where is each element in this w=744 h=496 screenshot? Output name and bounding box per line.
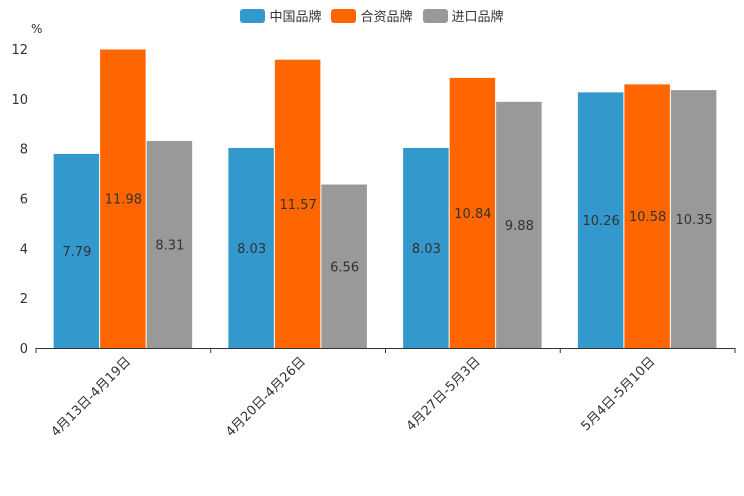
bar	[321, 184, 367, 348]
legend-swatch	[422, 8, 448, 23]
x-tick-label: 5月4日-5月10日	[579, 354, 659, 434]
data-label: 11.57	[280, 198, 317, 213]
legend-item[interactable]: 合资品牌	[331, 6, 413, 25]
data-label: 11.98	[105, 193, 142, 208]
bar	[670, 90, 717, 349]
bar	[496, 101, 542, 348]
legend-swatch	[331, 8, 357, 23]
legend-label: 合资品牌	[360, 10, 413, 25]
y-axis-unit: %	[31, 22, 42, 36]
legend-label: 中国品牌	[269, 10, 322, 25]
y-tick-label: 12	[11, 43, 28, 58]
data-label: 8.03	[237, 242, 266, 257]
bar	[228, 147, 274, 348]
y-tick-label: 0	[20, 342, 28, 357]
x-tick-label: 4月27日-5月3日	[404, 354, 484, 434]
bar	[274, 59, 321, 348]
data-label: 8.31	[155, 238, 184, 253]
y-tick-label: 6	[20, 193, 28, 208]
y-tick-label: 10	[11, 93, 28, 108]
data-label: 9.88	[505, 219, 534, 234]
data-label: 10.58	[629, 210, 666, 225]
y-tick-label: 8	[20, 143, 28, 158]
legend-item[interactable]: 进口品牌	[422, 6, 504, 25]
data-label: 6.56	[330, 260, 359, 275]
legend: 中国品牌 合资品牌 进口品牌	[0, 6, 744, 25]
y-tick-label: 2	[20, 292, 28, 307]
bar	[624, 84, 670, 349]
legend-label: 进口品牌	[451, 10, 504, 25]
bar	[449, 77, 496, 349]
y-tick-label: 4	[20, 242, 28, 257]
data-label: 7.79	[62, 245, 91, 260]
bar	[403, 147, 449, 348]
data-label: 10.26	[583, 214, 620, 229]
bar	[577, 92, 624, 348]
data-label: 8.03	[412, 242, 441, 257]
legend-item[interactable]: 中国品牌	[240, 6, 321, 25]
bar	[100, 49, 146, 349]
bar	[146, 140, 193, 348]
legend-swatch	[240, 8, 266, 23]
x-tick-label: 4月20日-4月26日	[223, 354, 309, 440]
data-label: 10.84	[454, 207, 491, 222]
data-label: 10.35	[676, 213, 713, 228]
bar	[53, 153, 100, 348]
x-tick-label: 4月13日-4月19日	[48, 354, 134, 440]
